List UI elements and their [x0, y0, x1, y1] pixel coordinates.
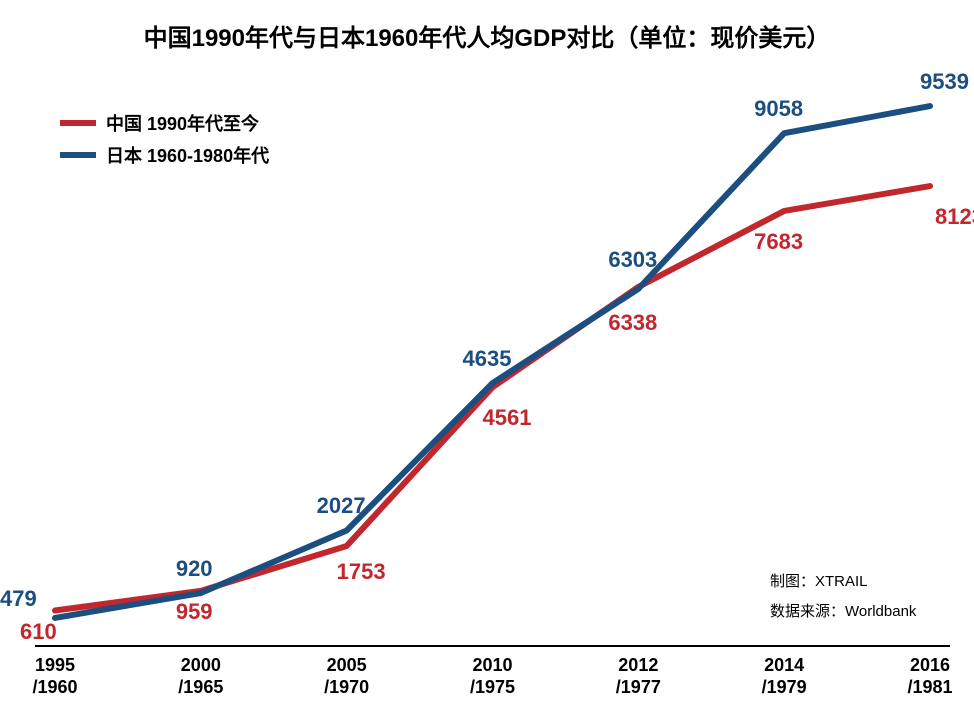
x-tick-label: 2016 /1981 [885, 655, 974, 698]
x-axis [35, 645, 950, 647]
x-tick-label: 1995 /1960 [10, 655, 100, 698]
data-label-china: 1753 [337, 559, 386, 585]
data-label-japan: 2027 [317, 493, 366, 519]
data-label-japan: 479 [0, 586, 37, 612]
x-tick-label: 2005 /1970 [302, 655, 392, 698]
data-label-japan: 6303 [608, 247, 657, 273]
x-tick-label: 2012 /1977 [593, 655, 683, 698]
data-label-china: 610 [20, 619, 57, 645]
x-tick-label: 2000 /1965 [156, 655, 246, 698]
data-label-china: 4561 [483, 405, 532, 431]
credit-text: 数据来源：Worldbank [770, 600, 916, 621]
data-label-japan: 4635 [463, 346, 512, 372]
credit-text: 制图：XTRAIL [770, 570, 868, 591]
data-label-china: 7683 [754, 229, 803, 255]
chart-container: 中国1990年代与日本1960年代人均GDP对比（单位：现价美元） 中国 199… [0, 0, 974, 726]
data-label-china: 6338 [608, 310, 657, 336]
data-label-china: 959 [176, 599, 213, 625]
data-label-china: 8123 [935, 204, 974, 230]
x-tick-label: 2014 /1979 [739, 655, 829, 698]
data-label-japan: 9539 [920, 69, 969, 95]
data-label-japan: 9058 [754, 96, 803, 122]
x-tick-label: 2010 /1975 [448, 655, 538, 698]
data-label-japan: 920 [176, 556, 213, 582]
